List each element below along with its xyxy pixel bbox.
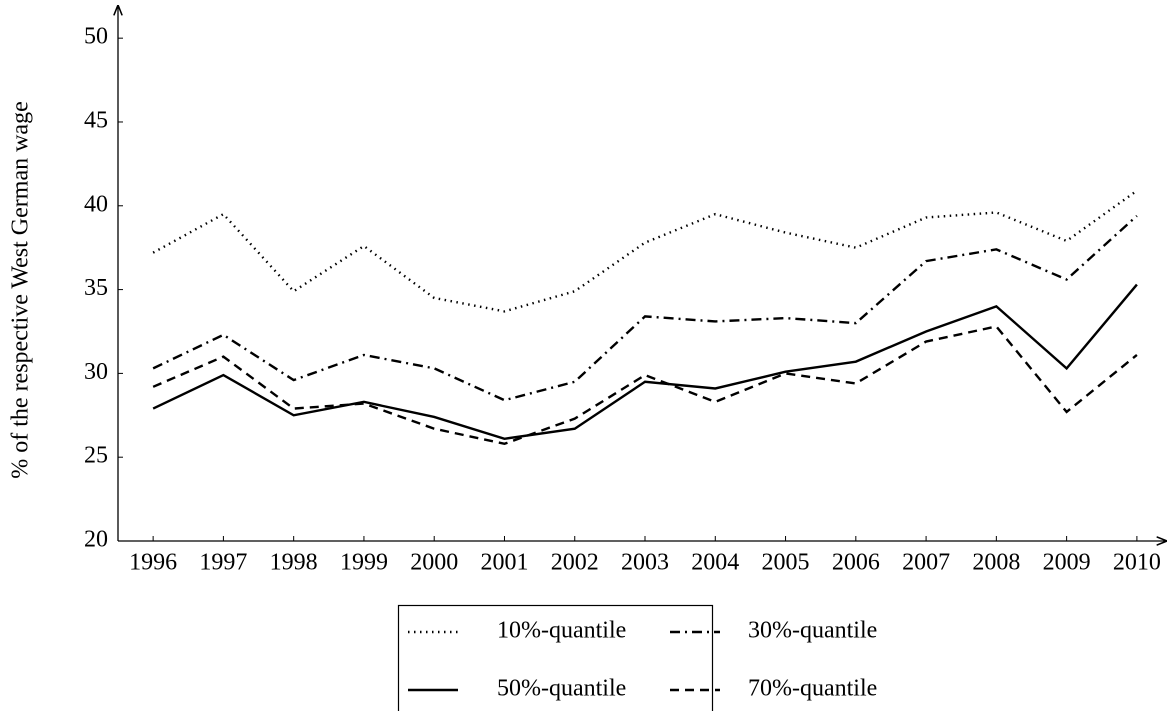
y-tick-label: 40 (84, 191, 108, 217)
series-line (152, 189, 1138, 313)
x-tick-label: 2007 (902, 550, 950, 576)
y-tick-label: 30 (84, 359, 108, 385)
x-tick-label: 1999 (340, 550, 388, 576)
y-tick-label: 45 (84, 107, 108, 133)
legend-box (397, 604, 714, 711)
legend-label: 50%-quantile (497, 676, 626, 702)
x-tick-label: 2004 (691, 550, 739, 576)
x-tick-label: 2002 (551, 550, 599, 576)
y-axis-label: % of the respective West German wage (8, 101, 34, 478)
x-tick-label: 2006 (832, 550, 880, 576)
legend-label: 30%-quantile (748, 618, 877, 644)
x-tick-label: 2008 (972, 550, 1020, 576)
x-tick-label: 2003 (621, 550, 669, 576)
series-line (152, 214, 1138, 402)
y-tick-label: 35 (84, 275, 108, 301)
series-line (152, 283, 1138, 440)
y-tick-label: 25 (84, 443, 108, 469)
x-tick-label: 1996 (129, 550, 177, 576)
series-line (152, 325, 1138, 446)
x-tick-label: 2000 (410, 550, 458, 576)
legend-label: 70%-quantile (748, 676, 877, 702)
x-tick-label: 2009 (1043, 550, 1091, 576)
x-tick-label: 2010 (1113, 550, 1161, 576)
y-tick-label: 20 (84, 527, 108, 553)
x-tick-label: 1998 (270, 550, 318, 576)
x-tick-label: 2005 (762, 550, 810, 576)
y-tick-label: 50 (84, 24, 108, 50)
x-tick-label: 2001 (480, 550, 528, 576)
legend-label: 10%-quantile (497, 618, 626, 644)
x-tick-label: 1997 (199, 550, 247, 576)
